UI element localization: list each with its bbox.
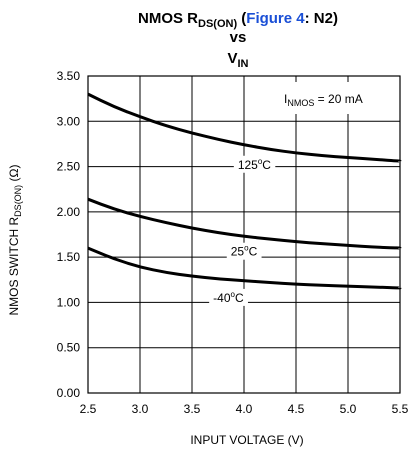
series-label-unit: C <box>262 158 271 172</box>
figure-link[interactable]: Figure 4 <box>246 10 305 27</box>
title-pre: NMOS R <box>138 10 198 27</box>
series-label-value: 125 <box>238 158 258 172</box>
series-label-value: 25 <box>231 245 245 259</box>
y-tick-label: 3.00 <box>57 114 81 128</box>
condition-pre: I <box>284 92 287 106</box>
plot-border <box>87 75 401 394</box>
y-tick-label: 1.50 <box>57 250 81 264</box>
x-tick-label: 2.5 <box>80 402 97 416</box>
series-label-bg <box>209 288 248 306</box>
x-tick-labels: 2.5 3.0 3.5 4.0 4.5 5.0 5.5 <box>80 402 409 416</box>
series-label-bg <box>226 242 262 260</box>
x-tick-label: 4.5 <box>288 402 305 416</box>
title-line3-main: V <box>227 50 237 67</box>
series-label-degree: o <box>258 157 263 166</box>
condition-bg <box>275 82 400 114</box>
x-axis-label: INPUT VOLTAGE (V) <box>190 433 303 447</box>
series-curves <box>87 92 402 290</box>
series-line-0 <box>87 92 401 163</box>
y-tick-label: 3.50 <box>57 69 81 83</box>
x-tick-label: 5.0 <box>340 402 357 416</box>
title-line3-sub: IN <box>238 58 249 70</box>
series-line-2 <box>87 246 402 290</box>
y-tick-label: 2.00 <box>57 205 81 219</box>
x-tick-label: 5.5 <box>392 402 409 416</box>
y-tick-labels: 0.00 0.50 1.00 1.50 2.00 2.50 3.00 3.50 <box>57 69 81 400</box>
x-tick-label: 3.5 <box>184 402 201 416</box>
series-label-value: -40 <box>213 291 231 305</box>
series-label-unit: C <box>249 245 258 259</box>
series-label-degree: o <box>244 244 249 253</box>
series-label-degree: o <box>231 290 236 299</box>
ylabel-pre: NMOS SWITCH R <box>7 216 21 315</box>
condition-sub: NMOS <box>287 98 314 108</box>
condition-box: INMOS = 20 mA <box>275 82 400 114</box>
title-line3: VIN <box>227 50 248 70</box>
y-tick-label: 2.50 <box>57 160 81 174</box>
title-rest: : N2) <box>305 10 338 27</box>
condition-post: = 20 mA <box>314 92 362 106</box>
y-axis-label: NMOS SWITCH RDS(ON) (Ω) <box>7 165 23 316</box>
series-label-2: -40oC <box>209 288 248 306</box>
series-label-1: 25oC <box>226 242 262 260</box>
title-sub: DS(ON) <box>198 18 237 30</box>
ylabel-post: (Ω) <box>7 165 21 185</box>
grid-lines <box>87 75 401 394</box>
series-label-bg <box>233 155 276 173</box>
ylabel-sub: DS(ON) <box>13 185 23 217</box>
y-tick-label: 0.50 <box>57 341 81 355</box>
chart-title: NMOS RDS(ON) (Figure 4: N2) <box>138 10 338 30</box>
series-label-unit: C <box>235 291 244 305</box>
y-tick-label: 1.00 <box>57 295 81 309</box>
series-label-text: 25oC <box>231 244 258 259</box>
y-tick-label: 0.00 <box>57 386 81 400</box>
title-line2: vs <box>230 29 247 46</box>
condition-label: INMOS = 20 mA <box>284 92 363 108</box>
series-label-0: 125oC <box>233 155 276 173</box>
series-line-1 <box>87 197 402 250</box>
x-tick-label: 4.0 <box>236 402 253 416</box>
x-tick-label: 3.0 <box>132 402 149 416</box>
title-paren: ( <box>237 10 246 27</box>
series-label-text: 125oC <box>238 157 271 172</box>
series-label-text: -40oC <box>213 290 244 305</box>
